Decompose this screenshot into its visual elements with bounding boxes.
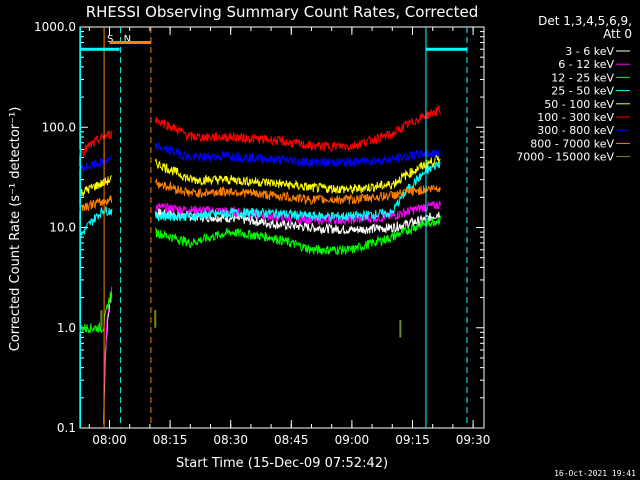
- y-tick-label: 1000.0: [34, 20, 76, 34]
- marker-label-3: N: [124, 34, 131, 45]
- x-tick-label: 08:00: [92, 433, 127, 447]
- legend-header-line-1: Det 1,3,4,5,6,9,: [538, 14, 632, 28]
- chart-title: RHESSI Observing Summary Count Rates, Co…: [86, 3, 479, 21]
- y-tick-label: 100.0: [42, 120, 76, 134]
- series-line-2: [79, 215, 441, 334]
- plot-frame: [79, 26, 485, 429]
- x-axis-label: Start Time (15-Dec-09 07:52:42): [176, 456, 388, 471]
- x-tick-label: 09:00: [335, 433, 370, 447]
- x-tick-label: 08:30: [213, 433, 248, 447]
- x-tick-label: 08:45: [274, 433, 309, 447]
- legend-label-0: 3 - 6 keV: [565, 45, 614, 58]
- legend-label-8: 7000 - 15000 keV: [516, 151, 614, 164]
- render-timestamp: 16-Oct-2021 19:41: [554, 469, 636, 478]
- legend-label-7: 800 - 7000 keV: [530, 137, 614, 150]
- legend-label-3: 25 - 50 keV: [551, 85, 614, 98]
- legend-label-4: 50 - 100 keV: [544, 98, 614, 111]
- y-tick-label: 1.0: [57, 321, 76, 335]
- series-line-3: [79, 161, 441, 241]
- series-line-6: [79, 141, 441, 174]
- legend-label-2: 12 - 25 keV: [551, 71, 614, 84]
- x-tick-label: 08:15: [153, 433, 188, 447]
- legend-label-5: 100 - 300 keV: [537, 111, 614, 124]
- y-tick-label: 0.1: [57, 421, 76, 435]
- x-tick-label: 09:30: [456, 433, 491, 447]
- series-line-5: [79, 105, 441, 159]
- y-axis-label: Corrected Count Rate (s⁻¹ detector⁻¹): [8, 107, 23, 352]
- legend-header-line-2: Att 0: [603, 27, 632, 41]
- x-tick-label: 09:15: [395, 433, 430, 447]
- legend-label-1: 6 - 12 keV: [558, 58, 614, 71]
- series-line-4: [79, 154, 441, 197]
- plot-area: 0.1 1.0 10.0 100.0 1000.0 08:00 08:15 08:30 08:4…: [34, 20, 490, 447]
- legend-label-6: 300 - 800 keV: [537, 124, 614, 137]
- y-tick-label: 10.0: [49, 221, 76, 235]
- series-line-7: [79, 178, 441, 212]
- series-line-1: [103, 201, 441, 424]
- marker-label-0: S: [107, 34, 113, 45]
